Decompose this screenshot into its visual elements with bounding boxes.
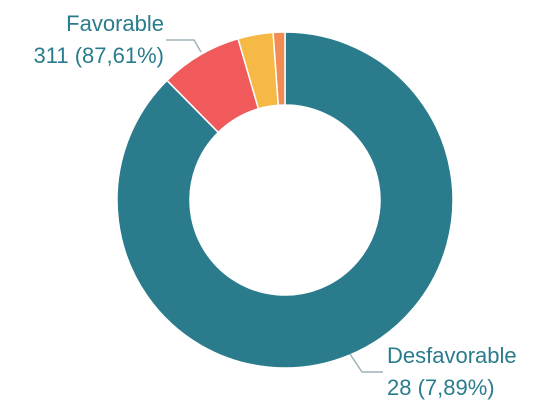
leader-line-favorable xyxy=(349,353,383,373)
label-desfavorable-value: 311 (87,61%) xyxy=(34,43,164,68)
label-favorable-name: Desfavorable xyxy=(387,343,517,368)
donut-slices xyxy=(116,31,454,369)
label-desfavorable-name: Favorable xyxy=(66,11,164,36)
donut-slice-favorable xyxy=(116,31,454,369)
leader-line-desfavorable xyxy=(166,39,202,53)
donut-slice-slice-3 xyxy=(272,31,286,107)
label-favorable-value: 28 (7,89%) xyxy=(387,375,495,400)
